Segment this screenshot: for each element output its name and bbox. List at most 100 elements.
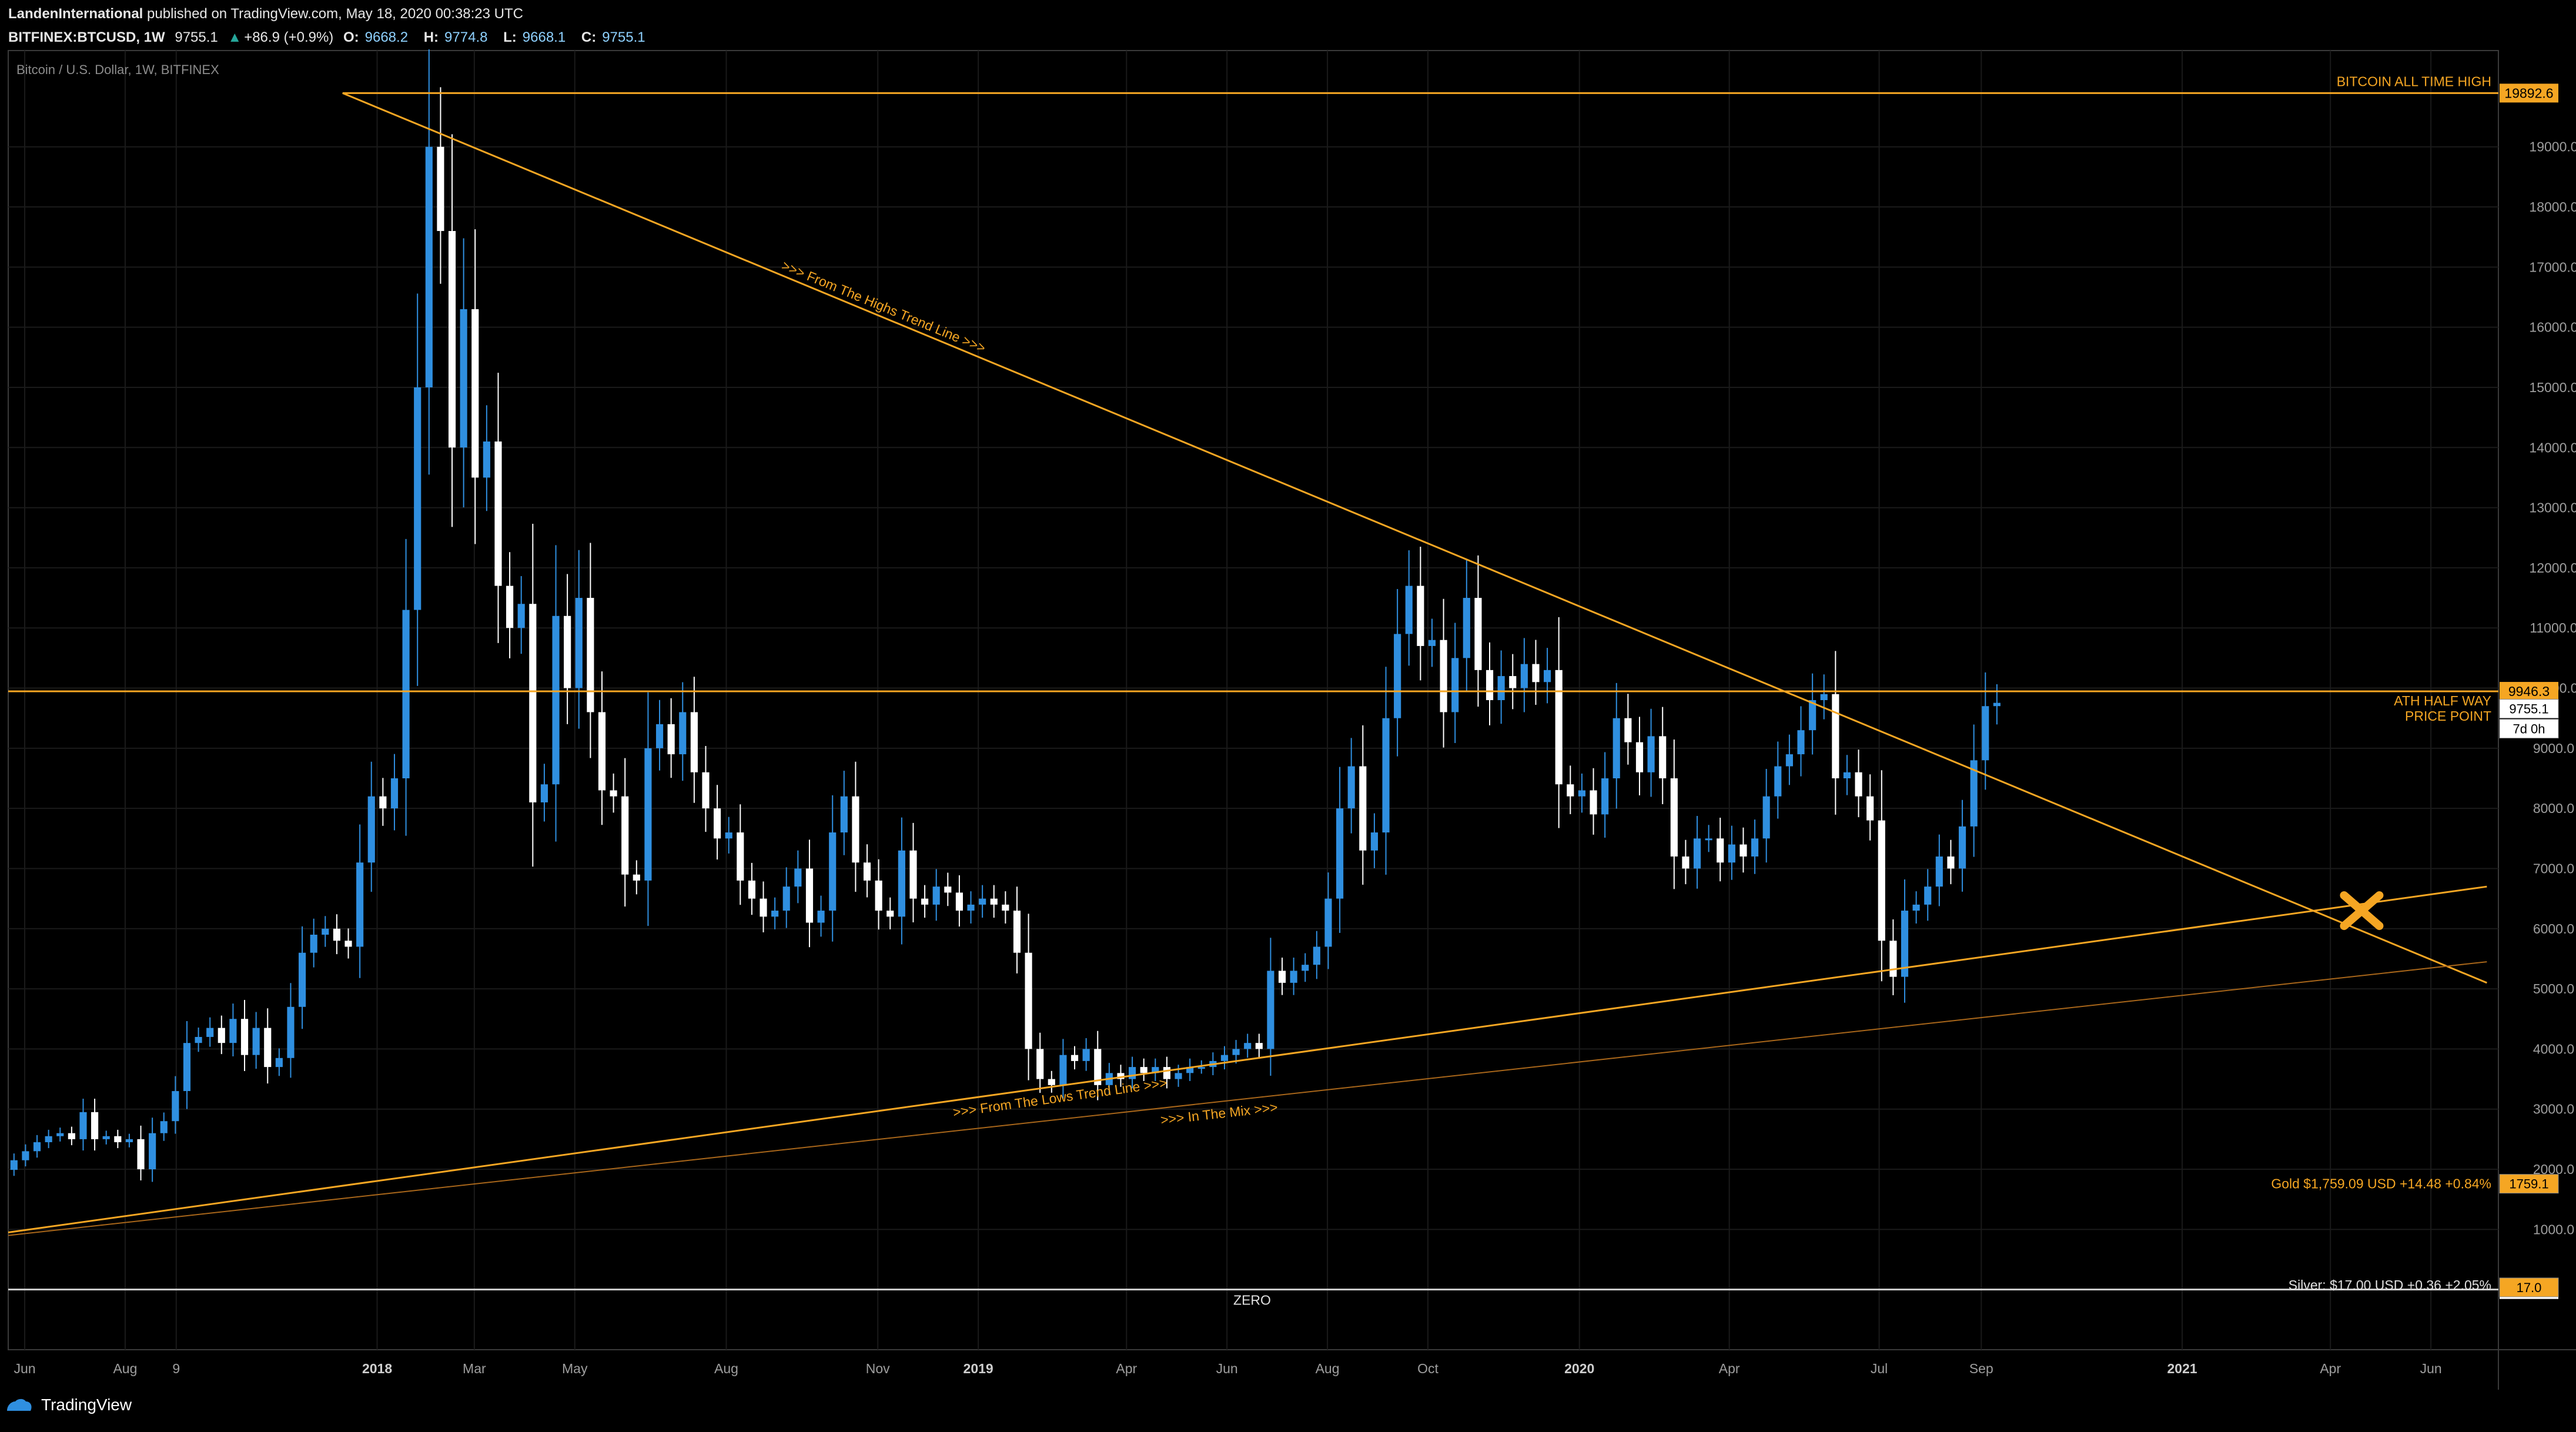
candle[interactable] xyxy=(206,1017,214,1047)
candle[interactable] xyxy=(575,550,583,729)
candle[interactable] xyxy=(1440,598,1447,748)
candle[interactable] xyxy=(898,817,905,945)
candle[interactable] xyxy=(1324,872,1332,969)
candle[interactable] xyxy=(414,293,421,686)
candle[interactable] xyxy=(932,869,940,921)
candle[interactable] xyxy=(172,1076,179,1134)
candle[interactable] xyxy=(771,897,779,929)
candle[interactable] xyxy=(402,538,410,836)
candle[interactable] xyxy=(1370,813,1378,868)
candle[interactable] xyxy=(1809,673,1816,755)
candle[interactable] xyxy=(1152,1058,1159,1081)
candle[interactable] xyxy=(1705,825,1712,852)
candle[interactable] xyxy=(1820,674,1828,720)
candle[interactable] xyxy=(91,1098,99,1151)
candle[interactable] xyxy=(1428,618,1436,667)
trend-line-3[interactable] xyxy=(8,961,2487,1236)
candle[interactable] xyxy=(1013,886,1021,973)
candle[interactable] xyxy=(275,1048,283,1076)
candle[interactable] xyxy=(1255,1033,1263,1058)
candle[interactable] xyxy=(886,897,894,929)
candle[interactable] xyxy=(1036,1032,1044,1093)
candle[interactable] xyxy=(805,839,814,948)
candle[interactable] xyxy=(610,773,617,813)
author-name[interactable]: LandenInternational xyxy=(8,6,143,22)
candle[interactable] xyxy=(564,574,571,724)
candle[interactable] xyxy=(1866,774,1874,841)
candle[interactable] xyxy=(1220,1046,1229,1070)
candle[interactable] xyxy=(817,895,825,937)
candle[interactable] xyxy=(1278,958,1286,995)
candle[interactable] xyxy=(1601,752,1609,838)
candle[interactable] xyxy=(1889,919,1897,995)
candle[interactable] xyxy=(1186,1058,1194,1081)
candle[interactable] xyxy=(379,778,387,826)
candle[interactable] xyxy=(517,576,525,654)
candle[interactable] xyxy=(1520,638,1528,712)
candle[interactable] xyxy=(1624,694,1632,765)
candle[interactable] xyxy=(425,49,433,475)
candle[interactable] xyxy=(1832,651,1839,815)
candle[interactable] xyxy=(160,1112,168,1141)
candle[interactable] xyxy=(56,1127,64,1142)
tradingview-branding[interactable]: TradingView xyxy=(6,1396,132,1414)
candle[interactable] xyxy=(552,545,560,842)
candle[interactable] xyxy=(1935,834,1943,906)
candle[interactable] xyxy=(1728,825,1735,880)
candle[interactable] xyxy=(655,700,664,771)
candle[interactable] xyxy=(1197,1060,1205,1074)
candle[interactable] xyxy=(1497,650,1505,724)
candle[interactable] xyxy=(45,1129,52,1149)
candle[interactable] xyxy=(921,885,929,918)
candle[interactable] xyxy=(79,1098,87,1151)
candle[interactable] xyxy=(1982,672,1989,790)
candle[interactable] xyxy=(252,1012,260,1069)
candle[interactable] xyxy=(633,860,640,895)
candle[interactable] xyxy=(33,1135,41,1158)
candle[interactable] xyxy=(1117,1065,1125,1087)
candle[interactable] xyxy=(1025,914,1032,1080)
candle[interactable] xyxy=(344,928,352,959)
candle[interactable] xyxy=(540,764,548,822)
candle[interactable] xyxy=(114,1129,122,1149)
candle[interactable] xyxy=(1901,879,1909,1003)
candle[interactable] xyxy=(598,671,606,825)
candle[interactable] xyxy=(725,817,732,854)
candle[interactable] xyxy=(1463,559,1470,692)
candle[interactable] xyxy=(218,1015,225,1055)
candle[interactable] xyxy=(22,1144,29,1167)
candle[interactable] xyxy=(229,1003,237,1057)
candle[interactable] xyxy=(1070,1046,1079,1070)
candle[interactable] xyxy=(149,1118,156,1182)
candle[interactable] xyxy=(356,824,364,978)
candle[interactable] xyxy=(587,543,594,758)
candle[interactable] xyxy=(506,552,514,658)
candle[interactable] xyxy=(679,682,687,781)
candle[interactable] xyxy=(1313,931,1320,979)
candle[interactable] xyxy=(1567,765,1574,814)
candle[interactable] xyxy=(782,867,790,928)
candle[interactable] xyxy=(1555,617,1563,828)
candle[interactable] xyxy=(875,859,882,930)
candle[interactable] xyxy=(137,1125,145,1180)
candle[interactable] xyxy=(1244,1033,1252,1058)
candle[interactable] xyxy=(1059,1039,1067,1099)
candle[interactable] xyxy=(299,926,306,1029)
candle[interactable] xyxy=(1912,891,1920,924)
candle[interactable] xyxy=(1544,648,1551,704)
candle[interactable] xyxy=(1578,773,1585,813)
candle[interactable] xyxy=(1647,708,1655,797)
candle[interactable] xyxy=(367,761,375,892)
candle[interactable] xyxy=(1451,623,1459,743)
candle[interactable] xyxy=(1417,546,1424,681)
trend-line-2[interactable] xyxy=(8,885,2487,1233)
candle[interactable] xyxy=(967,891,975,924)
candle[interactable] xyxy=(1359,725,1367,885)
candle[interactable] xyxy=(863,844,871,898)
candle[interactable] xyxy=(1659,707,1667,805)
candle[interactable] xyxy=(852,761,859,892)
candle[interactable] xyxy=(1635,717,1644,795)
candle[interactable] xyxy=(1094,1030,1102,1100)
candle[interactable] xyxy=(690,677,698,803)
candle[interactable] xyxy=(990,885,998,918)
